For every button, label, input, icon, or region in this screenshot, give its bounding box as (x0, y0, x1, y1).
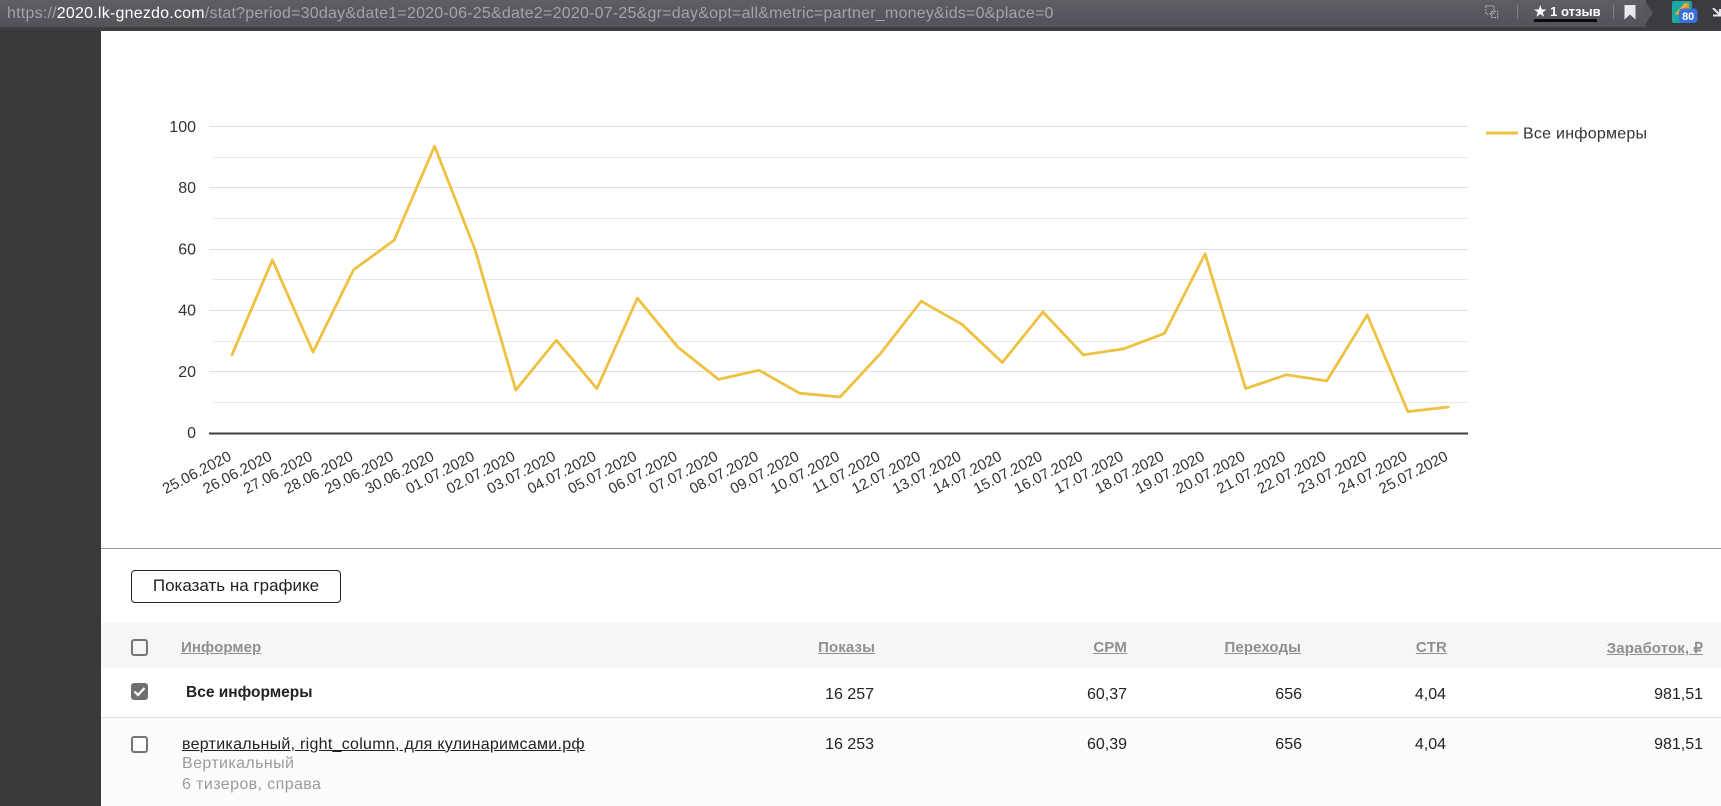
svg-text:100: 100 (169, 119, 196, 136)
svg-text:60: 60 (178, 241, 196, 258)
svg-text:0: 0 (187, 425, 196, 442)
svg-text:80: 80 (1682, 11, 1694, 23)
svg-text:40: 40 (178, 303, 196, 320)
svg-text:Все информеры: Все информеры (1523, 126, 1647, 143)
svg-text:80: 80 (178, 180, 196, 197)
svg-text:20: 20 (178, 364, 196, 381)
